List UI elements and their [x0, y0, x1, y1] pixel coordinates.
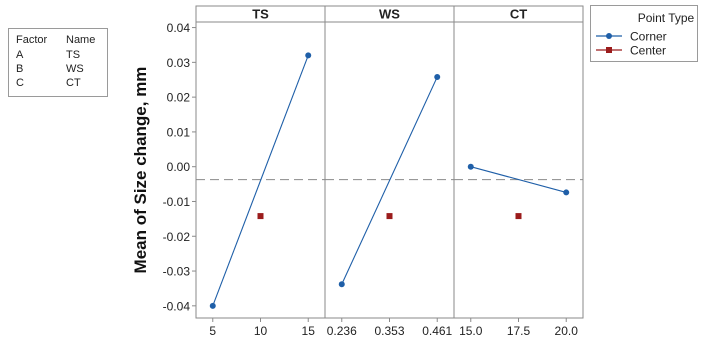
- factor-table-factor-cell: B: [16, 63, 23, 75]
- corner-series-line: [341, 76, 438, 285]
- legend-marker-corner: [606, 33, 612, 39]
- x-tick-label: 0.353: [374, 324, 404, 338]
- panel-ct: CT 15.0 17.5 20.0: [453, 5, 584, 338]
- factor-table-name-cell: WS: [66, 63, 84, 75]
- panel-frame: [195, 21, 326, 319]
- x-tick-label: 10: [254, 324, 268, 338]
- corner-point: [209, 302, 216, 309]
- corner-point: [338, 281, 345, 288]
- factor-table-factor-cell: A: [16, 49, 24, 61]
- factor-header: Factor: [16, 34, 48, 46]
- y-tick-label: 0.01: [167, 125, 191, 139]
- x-tick-label: 0.461: [422, 324, 452, 338]
- x-tick-label: 15.0: [459, 324, 483, 338]
- panel-frame: [324, 21, 455, 319]
- corner-series-line: [212, 55, 309, 307]
- center-point: [515, 213, 522, 220]
- corner-point: [467, 163, 474, 170]
- y-tick-label: -0.01: [163, 195, 191, 209]
- x-tick-label: 17.5: [507, 324, 531, 338]
- name-header: Name: [66, 34, 95, 46]
- panel-ts: TS 5 10 15: [195, 5, 326, 338]
- x-tick-label: 5: [209, 324, 216, 338]
- corner-series-line: [470, 166, 567, 193]
- factor-table-factor-cell: C: [16, 77, 24, 89]
- panel-title: TS: [252, 7, 269, 22]
- panel-frame: [453, 21, 584, 319]
- y-tick-label: -0.03: [163, 265, 191, 279]
- x-tick-label: 20.0: [555, 324, 579, 338]
- factor-table-name-cell: TS: [66, 49, 80, 61]
- y-tick-label: 0.02: [167, 91, 191, 105]
- y-tick-label: 0.04: [167, 21, 191, 35]
- y-tick-label: -0.02: [163, 230, 191, 244]
- panel-ws: WS 0.236 0.353 0.461: [324, 5, 455, 338]
- y-tick-label: 0.00: [167, 160, 191, 174]
- y-tick-label: 0.03: [167, 56, 191, 70]
- legend-label-center: Center: [630, 44, 666, 58]
- corner-point: [305, 52, 312, 59]
- x-tick-label: 0.236: [327, 324, 357, 338]
- corner-point: [434, 73, 441, 80]
- factor-table-name-cell: CT: [66, 77, 81, 89]
- legend-marker-center: [606, 47, 612, 53]
- corner-point: [563, 189, 570, 196]
- panel-title: WS: [379, 7, 400, 22]
- x-tick-label: 15: [302, 324, 316, 338]
- center-point: [257, 213, 264, 220]
- y-tick-label: -0.04: [163, 299, 191, 313]
- y-axis-label: Mean of Size change, mm: [131, 67, 150, 274]
- center-point: [386, 213, 393, 220]
- legend-title: Point Type: [638, 11, 695, 25]
- factor-table: Factor Name A TS B WS C CT: [8, 28, 108, 97]
- legend-label-corner: Corner: [630, 30, 667, 44]
- panel-title: CT: [510, 7, 527, 22]
- factor-table-border: [8, 28, 108, 97]
